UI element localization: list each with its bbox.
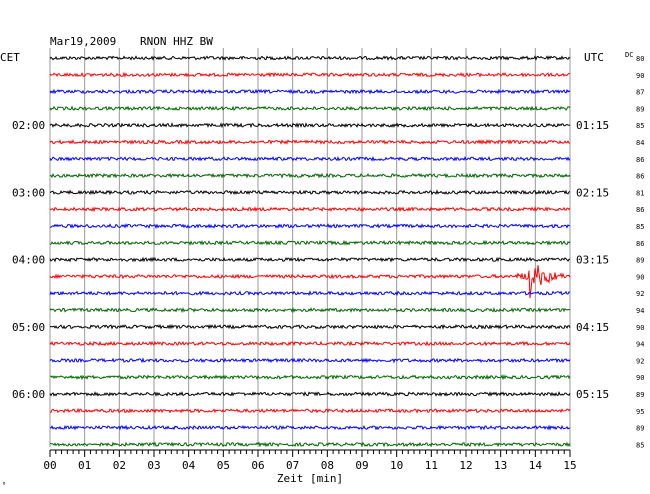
dc-offset-label: 89 (636, 257, 644, 265)
x-tick-label: 09 (355, 459, 368, 472)
trace-line (49, 323, 571, 330)
left-time-label: 02:00 (12, 119, 45, 132)
left-time-label: 05:00 (12, 321, 45, 334)
dc-offset-label: 94 (636, 341, 644, 349)
x-tick-label: 11 (425, 459, 438, 472)
dc-label: DC (625, 51, 633, 59)
dc-offset-label: 87 (636, 89, 644, 97)
x-tick-label: 13 (494, 459, 507, 472)
dc-offset-label: 89 (636, 391, 644, 399)
dc-offset-label: 92 (636, 357, 644, 365)
dc-offset-label: 90 (636, 324, 644, 332)
dc-offset-label: 85 (636, 441, 644, 449)
x-tick-label: 06 (251, 459, 264, 472)
dc-offset-label: 85 (636, 223, 644, 231)
right-time-label: 03:15 (576, 254, 609, 267)
trace-line (49, 139, 571, 145)
x-tick-label: 01 (78, 459, 91, 472)
dc-offset-label: 92 (636, 290, 644, 298)
chart-labels: Mar19,2009 RNON HHZ BW CET UTC DC Zeit [… (0, 35, 644, 489)
trace-line (49, 290, 571, 297)
x-tick-label: 15 (563, 459, 576, 472)
trace-line (49, 122, 571, 129)
right-zone-label: UTC (584, 51, 604, 64)
x-tick-label: 04 (182, 459, 196, 472)
dc-offset-label: 89 (636, 105, 644, 113)
dc-offset-label: 89 (636, 425, 644, 433)
dc-offset-label: 90 (636, 374, 644, 382)
dc-offset-label: 86 (636, 173, 644, 181)
dc-offset-label: 90 (636, 273, 644, 281)
dc-offset-label: 86 (636, 156, 644, 164)
trace-line (49, 306, 571, 314)
header-date: Mar19,2009 (50, 35, 116, 48)
x-tick-label: 10 (390, 459, 403, 472)
trace-line (49, 256, 570, 263)
dc-offset-label: 95 (636, 408, 644, 416)
trace-line (49, 105, 571, 112)
trace-line (49, 206, 571, 213)
trace-line (49, 374, 571, 381)
right-time-label: 02:15 (576, 186, 609, 199)
trace-line (49, 424, 571, 431)
x-tick-label: 03 (147, 459, 160, 472)
right-time-label: 01:15 (576, 119, 609, 132)
trace-line (50, 223, 571, 230)
trace-line (49, 55, 571, 61)
trace-line (49, 407, 571, 414)
left-time-label: 06:00 (12, 388, 45, 401)
trace-line (49, 357, 571, 364)
x-tick-label: 14 (529, 459, 543, 472)
x-tick-label: 07 (286, 459, 299, 472)
dc-offset-label: 90 (636, 72, 644, 80)
dc-offset-label: 80 (636, 55, 644, 63)
trace-line (49, 155, 571, 162)
left-zone-label: CET (0, 51, 20, 64)
dc-offset-label: 94 (636, 307, 644, 315)
x-tick-label: 12 (459, 459, 472, 472)
x-tick-label: 08 (321, 459, 334, 472)
trace-line (49, 391, 571, 397)
x-tick-label: 05 (217, 459, 230, 472)
x-tick-label: 00 (43, 459, 56, 472)
trace-line (49, 265, 571, 299)
dc-offset-label: 85 (636, 122, 644, 130)
dc-offset-label: 84 (636, 139, 644, 147)
trace-line (49, 239, 571, 246)
dc-offset-label: 81 (636, 189, 644, 197)
seismic-traces (49, 55, 571, 448)
trace-line (49, 189, 571, 196)
dc-offset-label: 86 (636, 206, 644, 214)
x-tick-label: 02 (113, 459, 126, 472)
trace-line (49, 340, 571, 347)
left-time-label: 03:00 (12, 186, 45, 199)
trace-line (49, 88, 571, 95)
header-station: RNON HHZ BW (140, 35, 213, 48)
dc-offset-label: 86 (636, 240, 644, 248)
trace-line (49, 172, 571, 179)
trace-line (49, 71, 570, 78)
corner-mark: ⁶ (2, 481, 6, 489)
right-time-label: 05:15 (576, 388, 609, 401)
grid (49, 48, 571, 457)
x-axis-label: Zeit [min] (277, 472, 343, 485)
left-time-label: 04:00 (12, 254, 45, 267)
right-time-label: 04:15 (576, 321, 609, 334)
trace-line (49, 441, 571, 448)
